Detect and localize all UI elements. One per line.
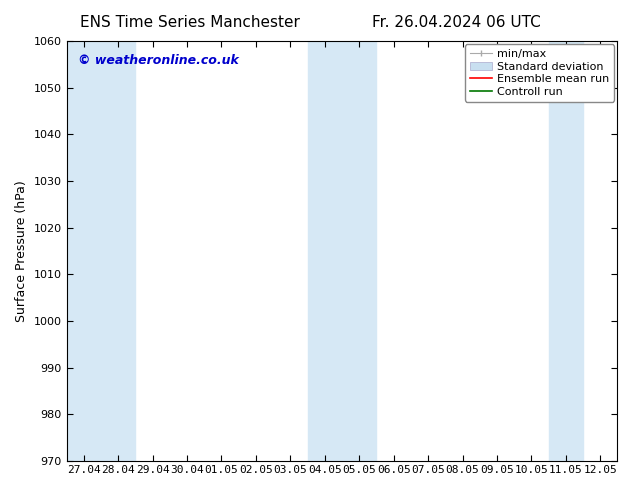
Text: © weatheronline.co.uk: © weatheronline.co.uk: [77, 53, 238, 67]
Bar: [307, 41, 377, 461]
Text: ENS Time Series Manchester: ENS Time Series Manchester: [81, 15, 300, 30]
Bar: [67, 41, 136, 461]
Legend: min/max, Standard deviation, Ensemble mean run, Controll run: min/max, Standard deviation, Ensemble me…: [465, 45, 614, 101]
Text: Fr. 26.04.2024 06 UTC: Fr. 26.04.2024 06 UTC: [372, 15, 541, 30]
Bar: [548, 41, 583, 461]
Y-axis label: Surface Pressure (hPa): Surface Pressure (hPa): [15, 180, 28, 322]
